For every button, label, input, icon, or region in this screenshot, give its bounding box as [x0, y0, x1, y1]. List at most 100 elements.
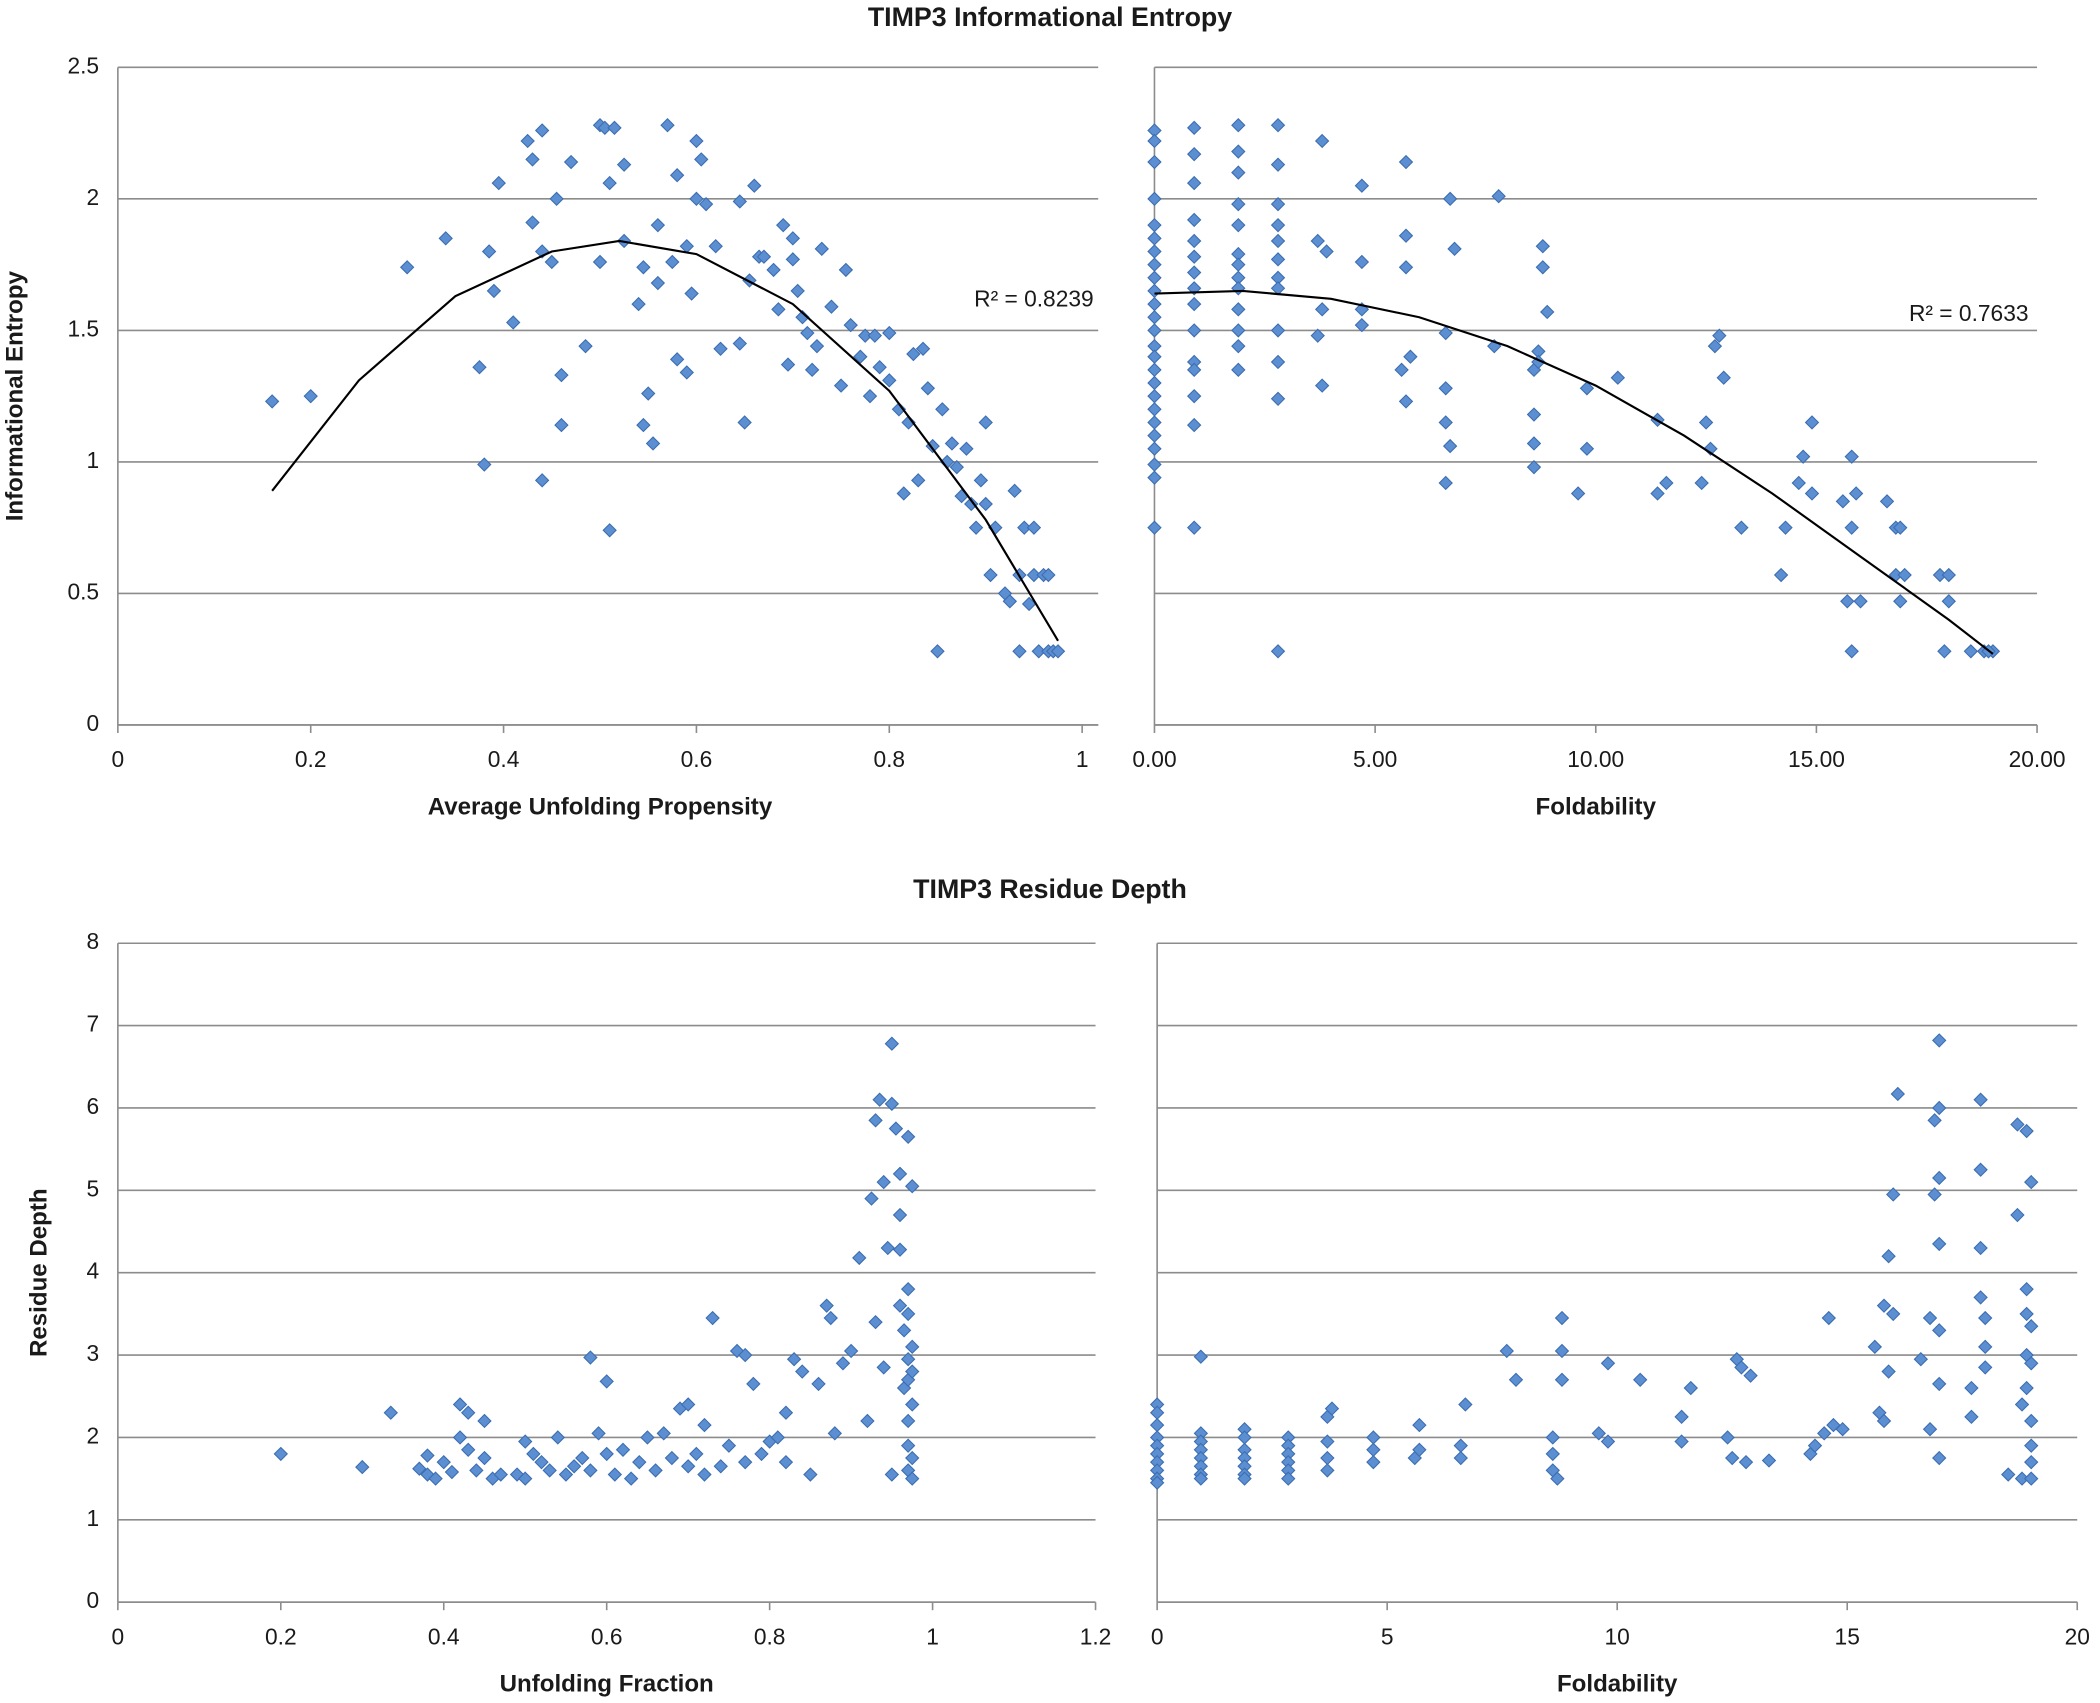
data-point	[1366, 1430, 1381, 1445]
data-point	[1270, 354, 1286, 370]
data-point	[905, 1339, 920, 1355]
y-tick-label: 4	[86, 1258, 99, 1284]
data-point	[1447, 241, 1462, 257]
data-point	[819, 1298, 834, 1313]
data-point	[2019, 1281, 2034, 1297]
data-point	[1659, 475, 1674, 491]
data-point	[2024, 1438, 2039, 1453]
data-point	[1147, 133, 1162, 149]
data-point	[1366, 1454, 1381, 1470]
data-point	[905, 1450, 920, 1466]
data-point	[1186, 296, 1202, 312]
data-point	[876, 1360, 891, 1375]
data-point	[959, 441, 974, 456]
data-point	[900, 1306, 916, 1322]
data-point	[452, 1430, 468, 1445]
data-point	[1932, 1236, 1947, 1252]
data-point	[303, 388, 318, 404]
data-point	[399, 260, 415, 275]
x-tick-label: 0.6	[591, 1623, 623, 1649]
data-point	[1773, 567, 1789, 583]
data-point	[645, 436, 661, 451]
data-point	[833, 378, 849, 393]
data-point	[732, 194, 748, 209]
data-point	[591, 1426, 606, 1441]
data-point	[1231, 338, 1246, 354]
y-tick-label: 1	[86, 447, 99, 473]
data-point	[664, 1450, 680, 1466]
data-point	[469, 1463, 484, 1478]
data-point	[905, 1364, 920, 1379]
data-point	[888, 1121, 904, 1136]
data-point	[1743, 1368, 1758, 1383]
data-point	[1438, 381, 1453, 396]
data-point	[1835, 1422, 1850, 1437]
x-tick-label: 5	[1381, 1623, 1394, 1649]
data-point	[1021, 596, 1037, 612]
data-point	[1012, 644, 1027, 659]
data-point	[1026, 520, 1042, 535]
data-point	[1978, 1339, 1993, 1355]
data-point	[1147, 191, 1162, 207]
data-point	[905, 1179, 920, 1194]
data-point	[1147, 323, 1162, 338]
data-point	[1442, 438, 1458, 454]
data-point	[900, 1129, 916, 1144]
x-tick-label: 0.4	[428, 1623, 460, 1649]
data-point	[1231, 323, 1246, 338]
data-point	[669, 352, 685, 367]
data-point	[1804, 486, 1820, 501]
data-point	[689, 1446, 704, 1462]
data-point	[811, 1376, 826, 1392]
data-point	[978, 415, 993, 430]
data-point	[1844, 520, 1859, 535]
data-point	[1978, 1360, 1993, 1375]
data-point	[770, 1430, 785, 1445]
data-point	[1398, 228, 1414, 243]
data-point	[1886, 1306, 1901, 1322]
data-point	[640, 1430, 655, 1445]
data-point	[884, 1036, 900, 1051]
data-point	[1231, 118, 1246, 133]
data-point	[786, 1352, 802, 1367]
x-axis-label: Foldability	[1536, 793, 1657, 820]
data-point	[1007, 483, 1022, 499]
y-axis-label: Informational Entropy	[1, 270, 28, 521]
data-point	[526, 1446, 541, 1462]
data-point	[1147, 349, 1162, 364]
data-point	[518, 1434, 533, 1449]
data-point	[273, 1446, 288, 1462]
data-point	[525, 215, 540, 230]
data-point	[1499, 1343, 1514, 1359]
x-tick-label: 1	[926, 1623, 939, 1649]
data-point	[597, 120, 613, 136]
data-point	[607, 1467, 623, 1482]
data-point	[1193, 1349, 1209, 1364]
data-point	[983, 567, 998, 583]
data-point	[1848, 486, 1864, 501]
data-point	[1535, 260, 1550, 275]
data-point	[554, 367, 569, 383]
data-point	[860, 1413, 875, 1429]
data-point	[1932, 1033, 1947, 1048]
data-point	[477, 457, 492, 472]
data-point	[843, 1343, 859, 1359]
data-point	[689, 191, 704, 207]
data-point	[905, 1471, 920, 1486]
data-point	[1526, 459, 1542, 475]
data-point	[452, 1397, 468, 1412]
x-tick-label: 20	[2065, 1623, 2090, 1649]
data-point	[1964, 1409, 1979, 1425]
data-point	[461, 1405, 476, 1420]
data-point	[1270, 118, 1286, 133]
data-point	[872, 360, 887, 375]
data-point	[1600, 1434, 1616, 1449]
data-point	[1807, 1438, 1823, 1453]
data-point	[746, 1376, 761, 1392]
data-point	[1320, 1450, 1335, 1466]
data-point	[542, 1463, 557, 1478]
data-point	[623, 1471, 639, 1486]
data-point	[882, 373, 897, 388]
data-point	[1438, 475, 1453, 491]
